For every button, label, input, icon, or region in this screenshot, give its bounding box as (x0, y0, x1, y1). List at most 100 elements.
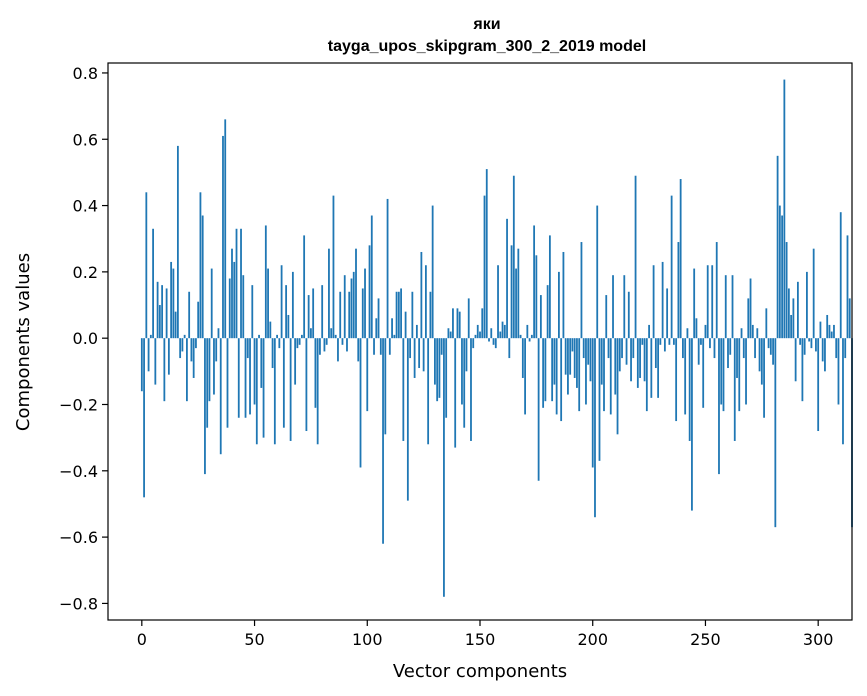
bar (361, 288, 364, 339)
bar (181, 338, 184, 352)
bar (156, 281, 159, 339)
bar (224, 119, 227, 339)
bar (183, 334, 186, 339)
bar (382, 338, 384, 544)
bar (294, 338, 297, 385)
bar (397, 291, 400, 339)
bar (352, 271, 355, 339)
bar (548, 235, 551, 339)
bar (751, 324, 754, 339)
bar (600, 338, 603, 385)
bar (512, 175, 515, 339)
bar (573, 338, 576, 378)
bar (443, 338, 445, 597)
bar (334, 334, 337, 339)
bar (844, 338, 847, 359)
bar (634, 175, 637, 339)
bar (145, 192, 148, 339)
bar (625, 338, 628, 365)
bar (652, 265, 655, 339)
bar (587, 338, 590, 365)
bar (740, 328, 743, 339)
bar (569, 338, 572, 375)
bar (411, 291, 414, 339)
bar (307, 295, 310, 339)
bar (776, 155, 779, 339)
bar (533, 225, 536, 339)
bar (695, 318, 698, 339)
bar (409, 338, 412, 359)
bar (415, 324, 418, 339)
bar (618, 338, 621, 372)
bar (517, 248, 520, 339)
bar (749, 278, 752, 339)
bar (591, 338, 594, 468)
bar (542, 338, 545, 408)
bar (321, 285, 324, 339)
bar (546, 285, 549, 339)
bar (677, 242, 680, 339)
bar (684, 338, 687, 415)
bar (659, 338, 662, 345)
bar (848, 298, 851, 339)
bar (470, 338, 472, 441)
bars-group (140, 79, 853, 597)
bar (481, 308, 484, 339)
bar (170, 261, 173, 339)
bar (282, 338, 285, 428)
bar (143, 338, 145, 498)
x-tick-label: 200 (577, 630, 608, 649)
bar (310, 328, 312, 339)
y-tick-label: −0.6 (59, 528, 98, 547)
bar (490, 328, 493, 339)
chart-subtitle: tayga_upos_skipgram_300_2_2019 model (328, 38, 646, 55)
bar (526, 324, 529, 339)
bar (420, 251, 423, 339)
bar (406, 338, 409, 501)
bar (213, 338, 215, 395)
bar (427, 338, 430, 445)
bar (668, 338, 671, 345)
bar (643, 338, 646, 382)
bar (472, 338, 475, 349)
bar (204, 338, 206, 475)
bar (654, 338, 657, 369)
bar (760, 338, 763, 385)
y-tick-label: 0.4 (73, 197, 98, 216)
chart-title: яки (472, 16, 500, 33)
bar (165, 288, 168, 339)
bar (339, 291, 342, 339)
bar (346, 338, 348, 352)
bar (702, 338, 705, 408)
bar (738, 338, 741, 412)
bar (781, 215, 784, 339)
bar (149, 334, 152, 339)
bar (769, 338, 772, 355)
bar (745, 338, 747, 405)
bar (686, 328, 689, 339)
bar (506, 218, 508, 339)
x-tick-label: 300 (803, 630, 834, 649)
bar (483, 195, 486, 339)
bar (228, 278, 231, 339)
bar (303, 235, 306, 339)
bar (341, 338, 344, 345)
bar (172, 268, 175, 339)
bar (359, 338, 362, 468)
bar (364, 268, 366, 339)
y-tick-label: 0.6 (73, 130, 98, 149)
bar (296, 338, 299, 349)
bar (785, 242, 788, 339)
bar (503, 324, 506, 339)
bar (258, 334, 260, 339)
bar (551, 338, 554, 402)
bar (366, 338, 369, 412)
x-tick-label: 50 (244, 630, 264, 649)
bar (305, 338, 308, 432)
bar (373, 338, 375, 355)
bar (186, 338, 188, 402)
bar (242, 275, 245, 339)
bar (278, 338, 281, 349)
